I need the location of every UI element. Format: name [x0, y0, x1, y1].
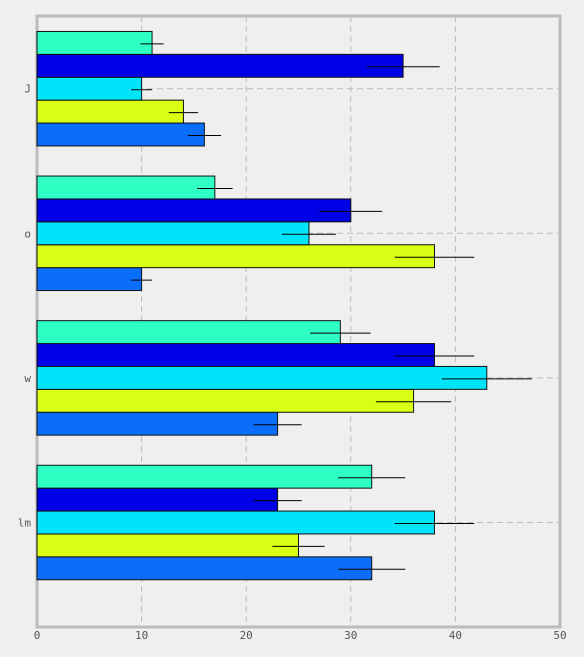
- bar: [36, 53, 404, 78]
- y-axis-ticks: lm w o J: [18, 83, 32, 530]
- bar: [36, 365, 488, 390]
- x-tick-label: 40: [449, 629, 462, 642]
- y-tick-label: lm: [18, 517, 32, 530]
- bar: [36, 244, 435, 269]
- bar: [36, 221, 310, 246]
- bar: [36, 510, 435, 535]
- y-tick-label: o: [24, 227, 31, 240]
- bar: [36, 198, 352, 223]
- y-tick-label: J: [24, 83, 31, 96]
- bar: [36, 76, 143, 101]
- bar: [36, 343, 435, 367]
- error-bars: [131, 43, 532, 570]
- bar: [36, 556, 373, 581]
- x-tick-label: 30: [344, 629, 357, 642]
- x-tick-label: 10: [135, 629, 148, 642]
- bar: [36, 320, 341, 345]
- x-tick-label: 50: [553, 629, 566, 642]
- x-tick-label: 0: [34, 629, 41, 642]
- bar: [36, 30, 153, 55]
- bars: [36, 30, 488, 581]
- x-axis-ticks: 0 10 20 30 40 50: [34, 629, 567, 642]
- bar: [36, 267, 143, 292]
- y-tick-label: w: [24, 372, 31, 385]
- bar: [36, 388, 415, 413]
- bar: [36, 99, 184, 124]
- bar: [36, 122, 205, 147]
- bar: [36, 464, 373, 489]
- bar: [36, 487, 279, 512]
- bar: [36, 533, 299, 558]
- bar: [36, 411, 279, 436]
- x-tick-label: 20: [240, 629, 253, 642]
- bar: [36, 175, 216, 200]
